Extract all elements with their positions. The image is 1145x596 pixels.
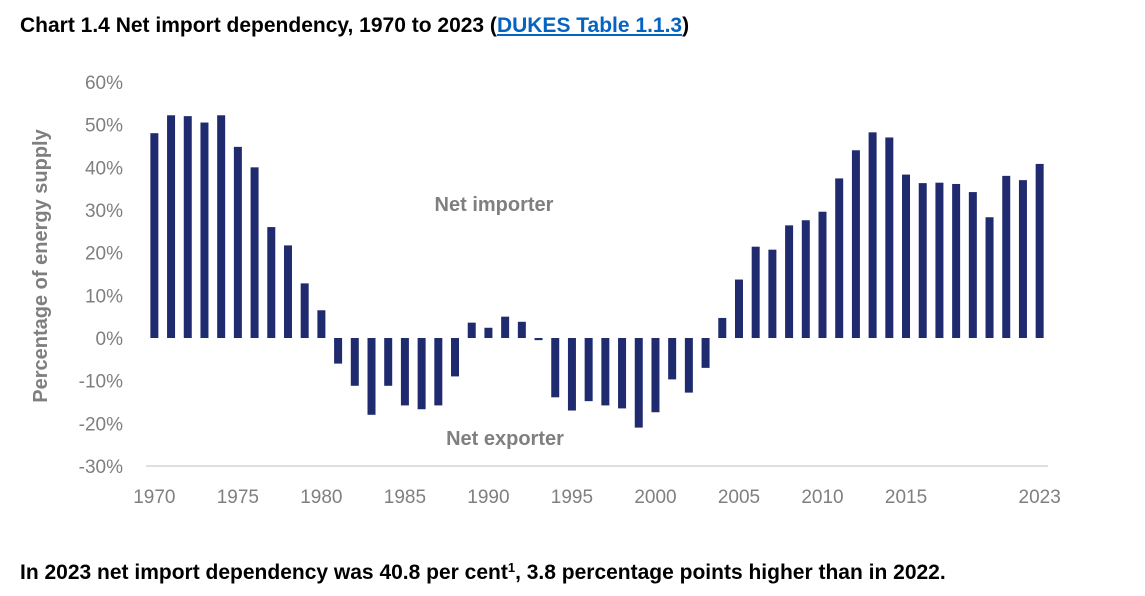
bar-2019 (968, 192, 977, 338)
dukes-table-link[interactable]: DUKES Table 1.1.3 (496, 14, 683, 37)
bar-1992 (517, 321, 526, 338)
chart-title: Chart 1.4 Net import dependency, 1970 to… (20, 14, 689, 38)
x-tick-label: 1975 (217, 487, 259, 508)
bar-1975 (233, 146, 242, 338)
bar-2016 (918, 183, 927, 338)
bar-2010 (818, 211, 827, 338)
bar-1983 (367, 338, 376, 415)
net-importer-label: Net importer (435, 194, 554, 216)
y-tick-label: -10% (79, 372, 123, 393)
bar-2021 (1002, 175, 1011, 338)
y-tick-label: 30% (85, 201, 123, 222)
bar-2003 (701, 338, 710, 368)
bar-2022 (1018, 180, 1027, 338)
bar-1993 (534, 338, 543, 341)
bar-2008 (785, 225, 794, 338)
footnote-marker: 1 (507, 560, 516, 575)
y-tick-label: -20% (79, 414, 123, 435)
net-exporter-label: Net exporter (446, 428, 564, 450)
bar-2007 (768, 249, 777, 338)
bar-1999 (634, 338, 643, 428)
y-tick-label: 20% (85, 244, 123, 265)
bar-1985 (400, 338, 409, 406)
bar-1990 (484, 327, 493, 338)
bar-1976 (250, 167, 259, 338)
bar-2004 (718, 317, 727, 338)
x-tick-label: 2010 (801, 487, 843, 508)
bar-1988 (451, 338, 460, 377)
x-tick-label: 2005 (718, 487, 760, 508)
x-tick-label: 1980 (300, 487, 342, 508)
bar-2017 (935, 182, 944, 338)
bar-1977 (267, 227, 276, 338)
x-tick-label: 1985 (384, 487, 426, 508)
bar-1984 (384, 338, 393, 386)
summary-text: In 2023 net import dependency was 40.8 p… (20, 561, 508, 584)
bar-1991 (501, 316, 510, 338)
bar-2018 (952, 183, 961, 338)
y-tick-label: 10% (85, 286, 123, 307)
bar-2001 (668, 338, 677, 380)
y-axis-title: Percentage of energy supply (30, 128, 52, 402)
bar-1986 (417, 338, 426, 410)
bar-1973 (200, 122, 209, 339)
bar-1994 (551, 338, 560, 398)
x-tick-label: 1970 (133, 487, 175, 508)
chart-title-suffix: ) (682, 14, 690, 37)
bar-1987 (434, 338, 443, 406)
bar-1981 (334, 338, 343, 364)
bar-1972 (183, 116, 192, 338)
bar-1989 (467, 322, 476, 338)
y-tick-label: 50% (85, 116, 123, 137)
bar-1998 (618, 338, 627, 409)
bar-2005 (734, 279, 743, 338)
bar-1980 (317, 310, 326, 338)
bar-1971 (167, 115, 176, 338)
y-tick-label: 60% (85, 73, 123, 94)
bar-2000 (651, 338, 660, 413)
bar-1978 (283, 245, 292, 338)
x-tick-label: 2000 (634, 487, 676, 508)
chart-title-text: Chart 1.4 Net import dependency, 1970 to… (20, 14, 497, 37)
bar-2015 (902, 174, 911, 338)
bar-1982 (350, 338, 359, 386)
bar-2009 (801, 220, 810, 338)
bar-2002 (684, 338, 693, 393)
bar-2006 (751, 246, 760, 338)
bar-2013 (868, 132, 877, 338)
y-tick-label: 40% (85, 158, 123, 179)
bar-2014 (885, 137, 894, 338)
bar-1979 (300, 283, 309, 338)
y-tick-label: 0% (96, 329, 124, 350)
bar-2023 (1035, 163, 1044, 338)
bar-1970 (150, 133, 159, 338)
bar-1974 (217, 115, 226, 338)
x-tick-label: 1990 (467, 487, 509, 508)
x-tick-label: 2023 (1019, 487, 1061, 508)
bar-2012 (851, 150, 860, 338)
bar-1996 (584, 338, 593, 402)
bar-2020 (985, 217, 994, 338)
y-tick-label: -30% (79, 457, 123, 478)
bar-2011 (835, 178, 844, 338)
x-tick-label: 1995 (551, 487, 593, 508)
net-import-dependency-chart: 60% 50% 40% 30% 20% 10% 0% -10% -20% -30% Percenta… (30, 73, 1061, 508)
bar-1995 (567, 338, 576, 411)
x-tick-label: 2015 (885, 487, 927, 508)
summary-statement: In 2023 net import dependency was 40.8 p… (20, 561, 946, 585)
summary-text-end: , 3.8 percentage points higher than in 2… (515, 561, 946, 584)
bar-1997 (601, 338, 610, 406)
